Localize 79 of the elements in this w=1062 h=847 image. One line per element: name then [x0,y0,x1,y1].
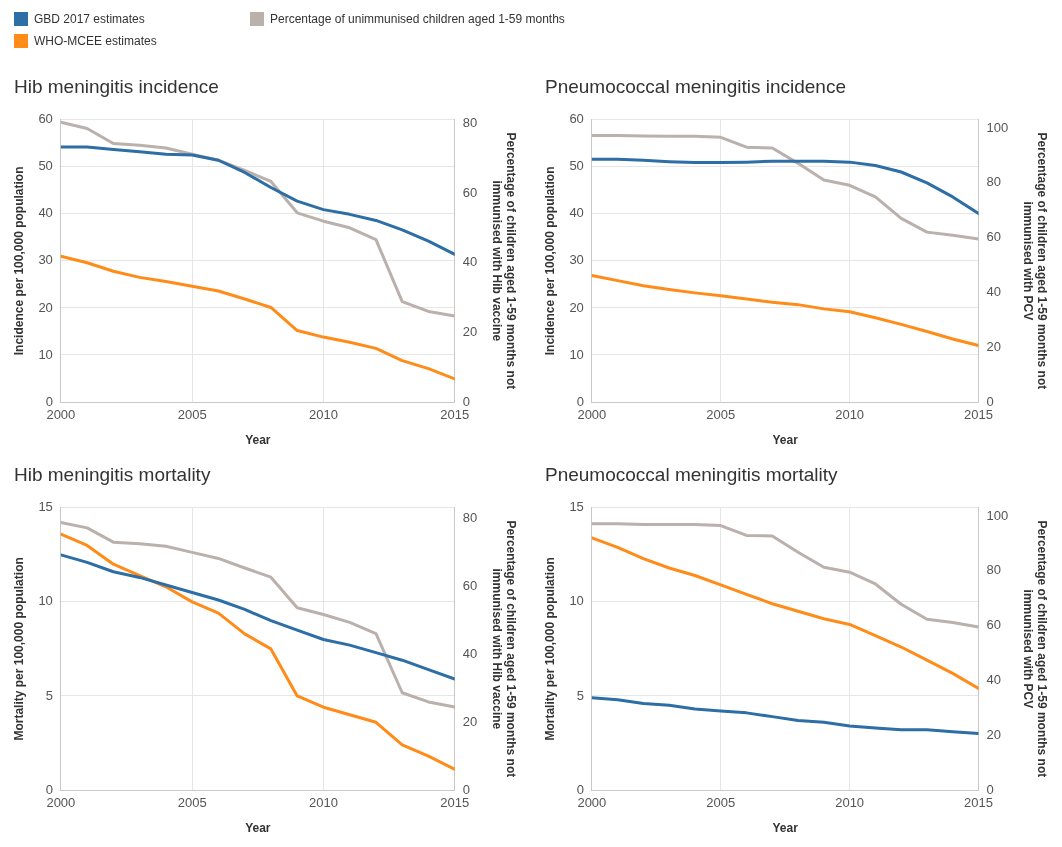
legend-label: Percentage of unimmunised children aged 1-59 months [270,12,565,26]
x-tick-label: 2010 [308,795,338,811]
y-tick-label: 40 [38,205,53,221]
y2-tick-label: 60 [986,229,1001,245]
y2-tick-label: 100 [986,119,1009,135]
y-tick-label: 0 [45,393,53,409]
y2-tick-label: 40 [986,671,1001,687]
y2-tick-label: 20 [986,726,1001,742]
y2-tick-label: 0 [986,393,994,409]
x-tick-label: 2015 [440,795,470,811]
x-tick-label: 2000 [46,407,76,423]
x-axis-title: Year [772,821,799,836]
x-axis-title: Year [772,433,799,448]
y-axis-title: Incidence per 100,000 population [542,166,557,356]
y-tick-label: 5 [576,687,584,703]
y2-axis-title: Percentage of children aged 1-59 months not immunised with Hib vaccine [490,132,519,390]
y2-tick-label: 60 [462,577,478,593]
y2-tick-label: 80 [986,562,1001,578]
x-tick-label: 2005 [706,795,736,811]
y2-tick-label: 0 [462,393,470,409]
x-tick-label: 2015 [964,795,993,811]
y-tick-label: 40 [569,205,584,221]
y-axis-title: Mortality per 100,000 population [542,557,557,741]
y2-axis-title: Percentage of children aged 1-59 months not immunised with PCV [1021,520,1050,778]
y2-tick-label: 40 [462,645,478,661]
chart-title: Pneumococcal meningitis mortality [544,463,839,487]
y2-tick-label: 60 [986,617,1001,633]
y-tick-label: 60 [569,111,584,127]
x-tick-label: 2015 [964,407,993,423]
y-tick-label: 60 [38,111,53,127]
chart-title: Pneumococcal meningitis incidence [544,75,847,99]
y2-tick-label: 80 [462,509,478,525]
y-tick-label: 30 [38,252,53,268]
chart-title: Hib meningitis mortality [13,463,212,487]
x-tick-label: 2015 [440,407,470,423]
x-tick-label: 2005 [177,795,207,811]
y2-tick-label: 0 [986,781,994,797]
chart-title: Hib meningitis incidence [13,75,220,99]
legend-label: GBD 2017 estimates [34,12,145,26]
y-tick-label: 0 [45,781,53,797]
y-tick-label: 10 [38,346,53,362]
y2-tick-label: 20 [462,323,478,339]
x-tick-label: 2000 [577,795,607,811]
y2-tick-label: 100 [986,507,1009,523]
y2-axis-title: Percentage of children aged 1-59 months not immunised with Hib vaccine [490,520,519,778]
y-tick-label: 10 [569,346,584,362]
y2-tick-label: 0 [462,781,470,797]
x-tick-label: 2000 [577,407,607,423]
y-tick-label: 15 [38,499,53,515]
x-tick-label: 2005 [177,407,207,423]
y-tick-label: 20 [569,299,584,315]
y-tick-label: 10 [569,593,584,609]
y2-tick-label: 20 [462,713,478,729]
y-tick-label: 50 [38,158,53,174]
x-tick-label: 2000 [46,795,76,811]
y2-tick-label: 80 [462,114,478,130]
y2-axis-title: Percentage of children aged 1-59 months not immunised with PCV [1021,132,1050,390]
y2-tick-label: 80 [986,174,1001,190]
legend-label: WHO-MCEE estimates [34,34,157,48]
x-tick-label: 2010 [308,407,338,423]
y-tick-label: 20 [38,299,53,315]
y2-tick-label: 40 [986,283,1001,299]
y-axis-title: Incidence per 100,000 population [11,166,26,356]
y-tick-label: 0 [576,393,584,409]
y2-tick-label: 20 [986,338,1001,354]
y-tick-label: 50 [569,158,584,174]
y-tick-label: 5 [45,687,53,703]
y-axis-title: Mortality per 100,000 population [11,557,26,741]
x-tick-label: 2010 [835,407,865,423]
x-axis-title: Year [245,821,271,836]
x-tick-label: 2005 [706,407,736,423]
y2-tick-label: 40 [462,254,478,270]
y-tick-label: 0 [576,781,584,797]
y-tick-label: 15 [569,499,584,515]
x-axis-title: Year [245,433,271,448]
y-tick-label: 30 [569,252,584,268]
x-tick-label: 2010 [835,795,865,811]
y-tick-label: 10 [38,593,53,609]
y2-tick-label: 60 [462,184,478,200]
